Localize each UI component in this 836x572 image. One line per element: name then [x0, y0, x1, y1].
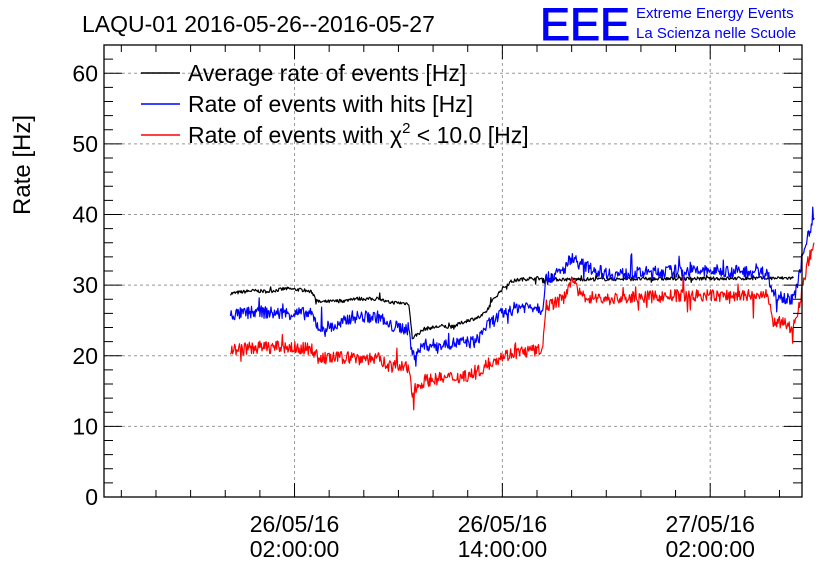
series-line-2	[229, 242, 815, 411]
y-tick-label: 30	[72, 272, 98, 298]
y-tick-label: 10	[72, 413, 98, 439]
x-tick-date: 27/05/16	[665, 511, 755, 537]
logo-mark: EEE	[540, 0, 630, 50]
y-tick-label: 50	[72, 131, 98, 157]
x-tick-date: 26/05/16	[250, 511, 340, 537]
y-tick-label: 20	[72, 343, 98, 369]
legend-label: Rate of events with hits [Hz]	[188, 91, 473, 117]
series-layer	[229, 206, 815, 411]
legend-label: Rate of events with χ2 < 10.0 [Hz]	[188, 120, 529, 148]
x-tick-time: 02:00:00	[250, 536, 340, 562]
axes: 010203040506026/05/1602:00:0026/05/1614:…	[72, 44, 803, 562]
y-tick-label: 40	[72, 202, 98, 228]
series-line-1	[229, 206, 815, 367]
x-tick-time: 02:00:00	[665, 536, 755, 562]
x-tick-time: 14:00:00	[458, 536, 548, 562]
chart-title: LAQU-01 2016-05-26--2016-05-27	[82, 11, 435, 37]
y-tick-label: 0	[85, 484, 98, 510]
legend-label: Average rate of events [Hz]	[188, 60, 466, 86]
y-tick-label: 60	[72, 60, 98, 86]
x-tick-date: 26/05/16	[458, 511, 548, 537]
series-line-0	[229, 272, 794, 340]
logo-line2: La Scienza nelle Scuole	[636, 25, 796, 42]
grid	[104, 45, 802, 497]
y-axis-label: Rate [Hz]	[9, 115, 36, 215]
plot-frame	[103, 44, 803, 498]
logo-line1: Extreme Energy Events	[636, 5, 794, 22]
legend: Average rate of events [Hz] Rate of event…	[141, 60, 529, 148]
eee-logo: EEE Extreme Energy Events La Scienza nel…	[540, 0, 797, 51]
